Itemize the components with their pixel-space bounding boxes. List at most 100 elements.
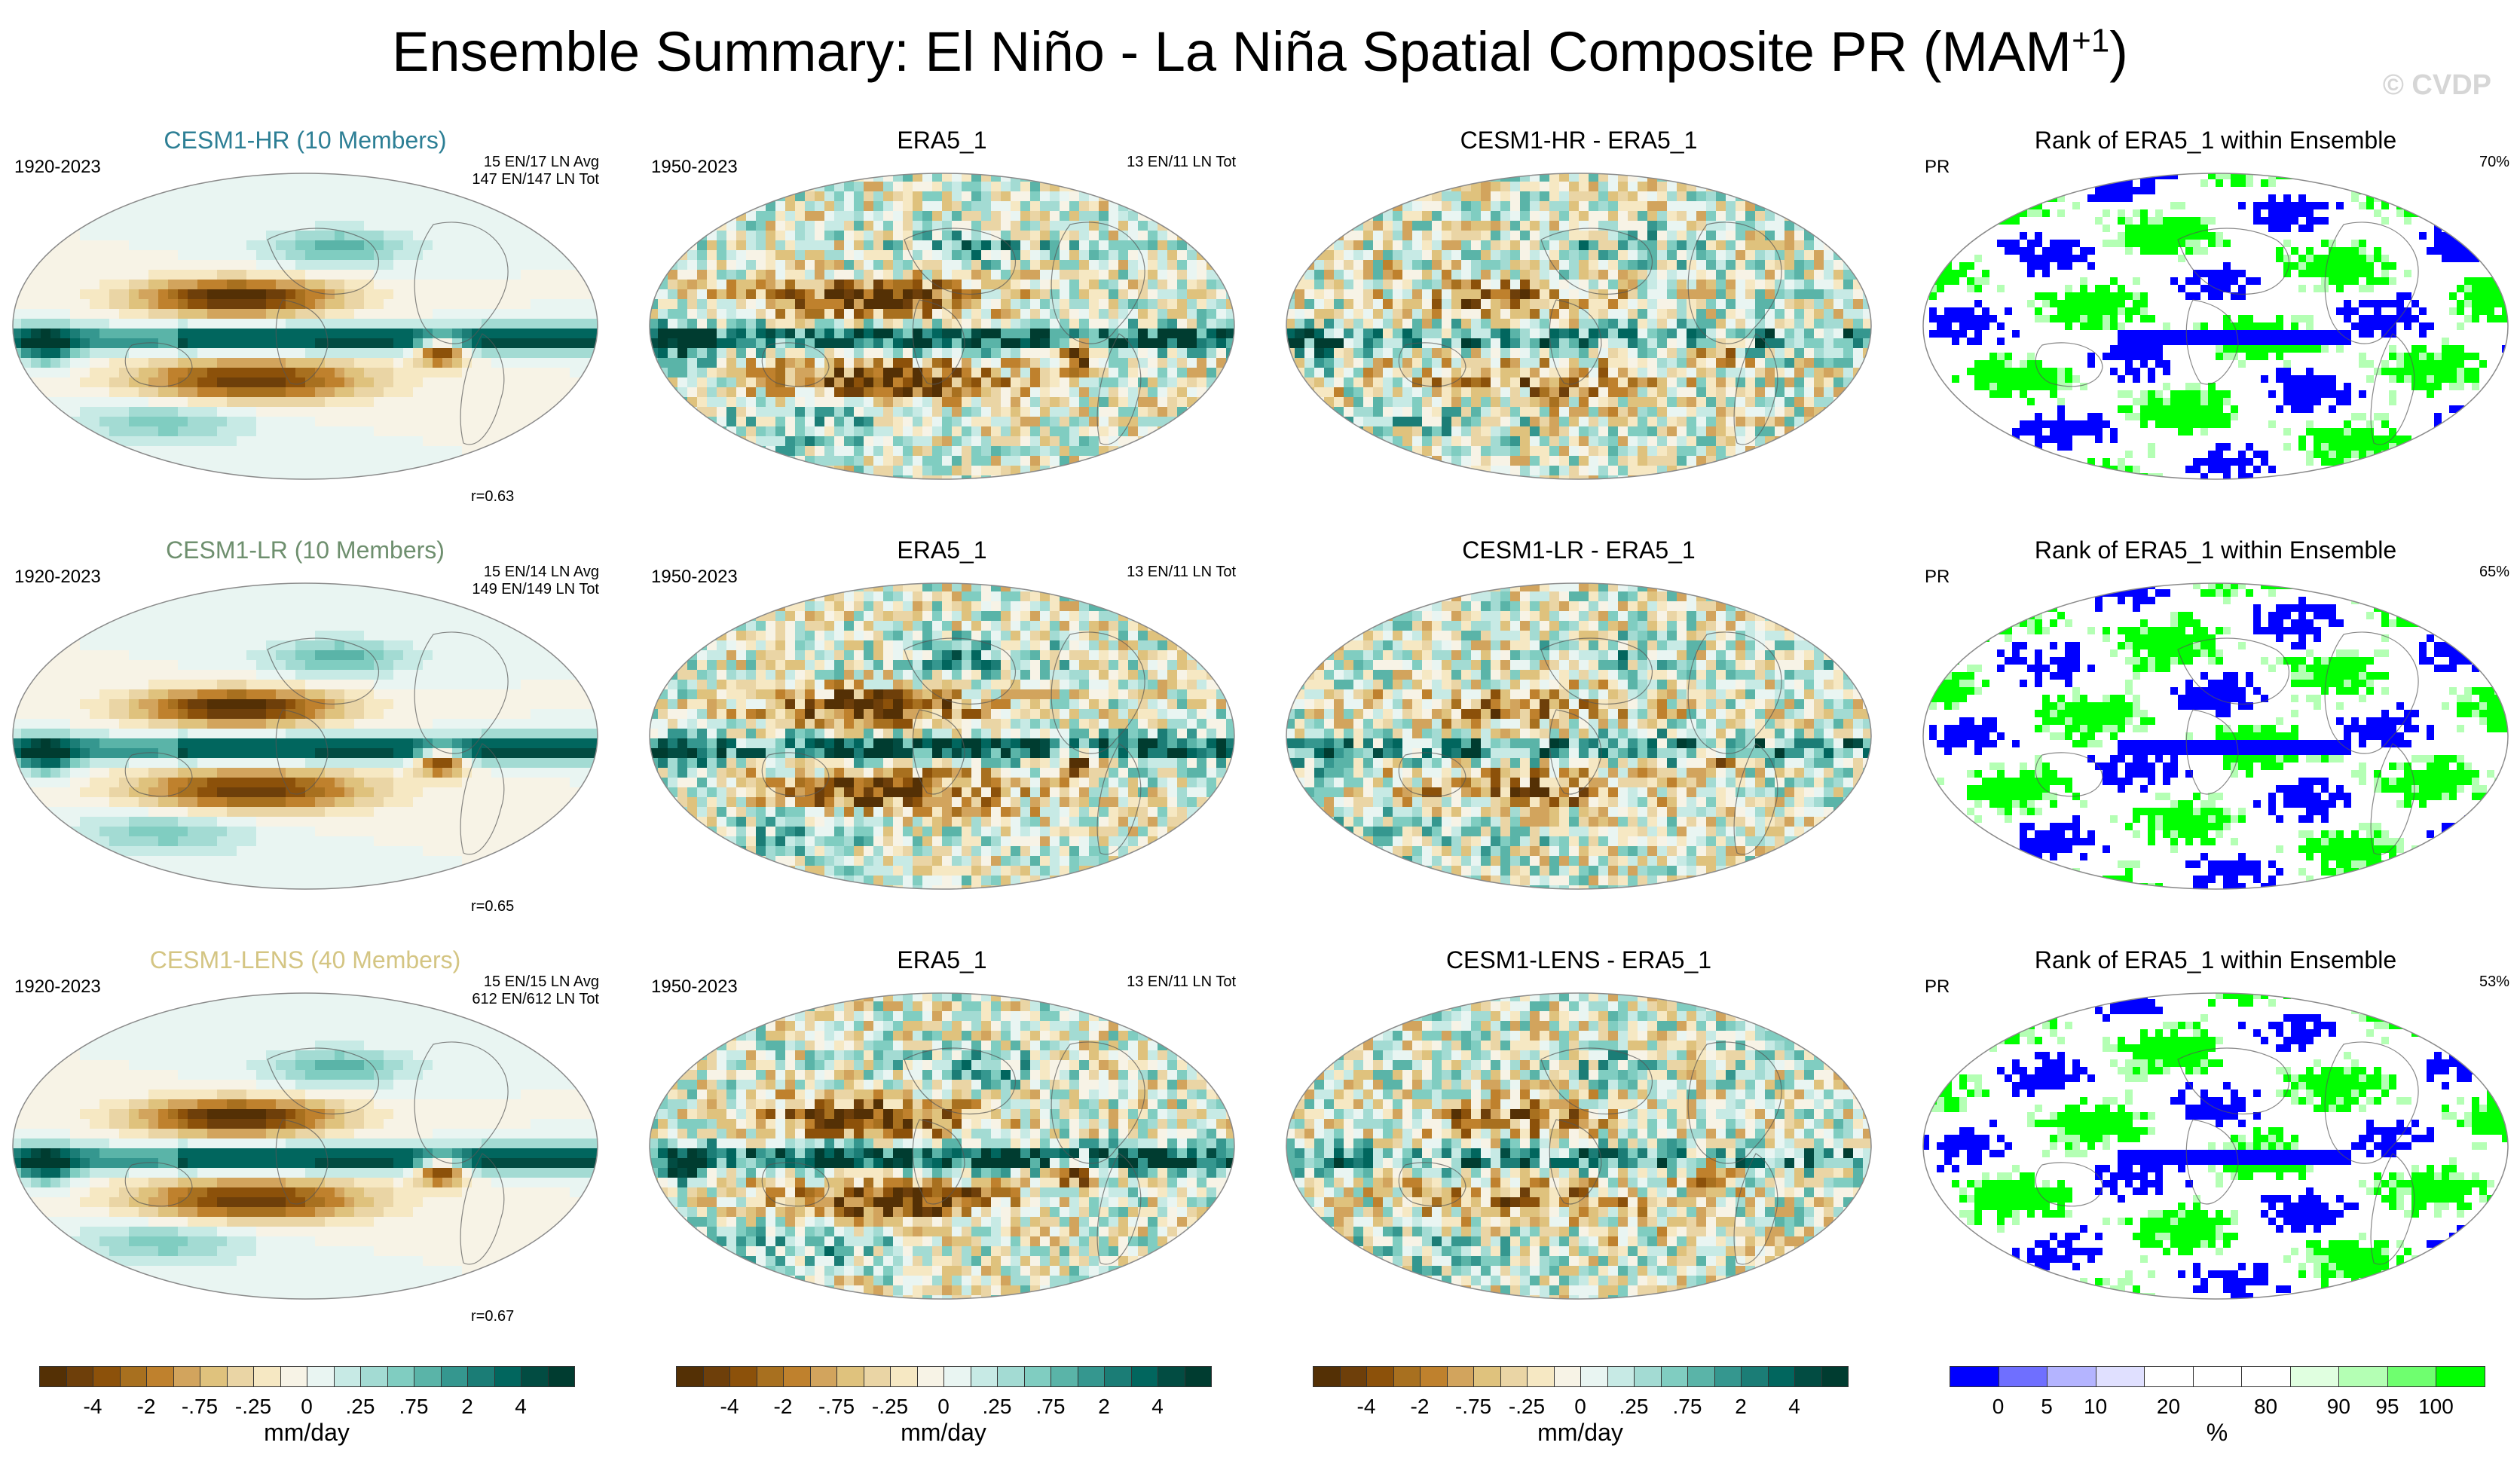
panel-model-row1: CESM1-HR (10 Members) 1920-2023 15 EN/17 L… xyxy=(4,127,607,533)
panel-title: CESM1-LR (10 Members) xyxy=(4,536,607,564)
colorbar-tick-label: 90 xyxy=(2327,1395,2350,1419)
colorbar-swatch xyxy=(970,1366,998,1387)
colorbar-swatch xyxy=(521,1366,549,1387)
colorbar-swatch xyxy=(280,1366,307,1387)
colorbar-swatch xyxy=(200,1366,228,1387)
rank-percent: 53% xyxy=(2479,973,2509,991)
diff-map-row2 xyxy=(1286,582,1872,890)
colorbar-swatch xyxy=(1339,1366,1367,1387)
colorbar-tick-label: -.25 xyxy=(1509,1395,1545,1419)
panel-title: ERA5_1 xyxy=(641,127,1243,154)
variable-label: PR xyxy=(1925,976,1950,998)
colorbar-swatch xyxy=(1184,1366,1212,1387)
colorbar-swatch xyxy=(1794,1366,1822,1387)
panel-title: CESM1-LENS (40 Members) xyxy=(4,946,607,974)
composite-info: 65% xyxy=(2479,564,2509,581)
colorbar-tick-label: -4 xyxy=(1357,1395,1376,1419)
colorbar-swatch xyxy=(863,1366,891,1387)
colorbar-swatch xyxy=(1580,1366,1608,1387)
colorbar-swatch xyxy=(66,1366,93,1387)
panel-title: ERA5_1 xyxy=(641,946,1243,974)
figure-title: Ensemble Summary: El Niño - La Niña Spat… xyxy=(0,20,2520,84)
colorbar-tick-label: -.75 xyxy=(182,1395,218,1419)
panel-obs-row2: ERA5_1 1950-2023 13 EN/11 LN Tot xyxy=(641,536,1243,943)
obs-map-row1 xyxy=(649,173,1235,480)
colorbar-unit: mm/day xyxy=(39,1419,574,1447)
colorbar-tick-label: -2 xyxy=(1411,1395,1430,1419)
colorbar-unit: mm/day xyxy=(676,1419,1211,1447)
colorbar-tick-label: .25 xyxy=(1619,1395,1649,1419)
colorbar-swatch xyxy=(1366,1366,1394,1387)
rank-map-row3 xyxy=(1922,992,2509,1300)
variable-label: PR xyxy=(1925,567,1950,588)
panel-title: Rank of ERA5_1 within Ensemble xyxy=(1914,946,2517,974)
colorbar-tick-label: 10 xyxy=(2084,1395,2107,1419)
colorbar-swatch xyxy=(783,1366,811,1387)
colorbar-swatch xyxy=(1767,1366,1795,1387)
colorbar-swatch xyxy=(1998,1366,2048,1387)
colorbar-swatch xyxy=(2338,1366,2388,1387)
model-map-row3 xyxy=(12,992,598,1300)
colorbar-swatch xyxy=(39,1366,67,1387)
colorbar-swatch xyxy=(1741,1366,1769,1387)
panel-rank-row2: Rank of ERA5_1 within Ensemble PR 65% xyxy=(1914,536,2517,943)
colorbar-swatch xyxy=(1821,1366,1849,1387)
colorbar-swatch xyxy=(2289,1366,2340,1387)
panel-rank-row1: Rank of ERA5_1 within Ensemble PR 70% xyxy=(1914,127,2517,533)
colorbar-swatch xyxy=(2144,1366,2194,1387)
pattern-correlation: r=0.63 xyxy=(471,488,514,506)
colorbar-swatch xyxy=(1420,1366,1448,1387)
panel-diff-row3: CESM1-LENS - ERA5_1 xyxy=(1277,946,1880,1353)
panel-title: CESM1-LENS - ERA5_1 xyxy=(1277,946,1880,974)
colorbar-swatch xyxy=(890,1366,918,1387)
colorbar-tick-label: 4 xyxy=(515,1395,527,1419)
colorbar-swatch xyxy=(729,1366,757,1387)
colorbar-tick-label: -2 xyxy=(137,1395,156,1419)
colorbar-swatch xyxy=(253,1366,281,1387)
panel-title: CESM1-HR (10 Members) xyxy=(4,127,607,154)
colorbar-swatch xyxy=(1130,1366,1158,1387)
colorbar-swatch xyxy=(809,1366,837,1387)
colorbar-tick-label: .25 xyxy=(983,1395,1012,1419)
variable-label: PR xyxy=(1925,157,1950,178)
colorbar-tick-label: -.75 xyxy=(818,1395,855,1419)
obs-map-row3 xyxy=(649,992,1235,1300)
colorbar-tick-label: 20 xyxy=(2157,1395,2180,1419)
colorbar-swatch xyxy=(1077,1366,1105,1387)
diff-map-row3 xyxy=(1286,992,1872,1300)
panel-obs-row1: ERA5_1 1950-2023 13 EN/11 LN Tot xyxy=(641,127,1243,533)
period-label: 1920-2023 xyxy=(14,567,101,588)
colorbar-swatch xyxy=(702,1366,730,1387)
panel-model-row3: CESM1-LENS (40 Members) 1920-2023 15 EN/15… xyxy=(4,946,607,1353)
composite-info: 13 EN/11 LN Tot xyxy=(1127,564,1236,581)
colorbar-unit: mm/day xyxy=(1313,1419,1848,1447)
colorbar-swatch xyxy=(1714,1366,1742,1387)
colorbar-swatch xyxy=(547,1366,575,1387)
info-line-1: 15 EN/17 LN Avg xyxy=(472,154,599,171)
colorbar-tick-label: -.25 xyxy=(872,1395,908,1419)
model-map-row1 xyxy=(12,173,598,480)
composite-info: 13 EN/11 LN Tot xyxy=(1127,973,1236,991)
pattern-correlation: r=0.65 xyxy=(471,898,514,915)
obs-map-row2 xyxy=(649,582,1235,890)
panel-rank-row3: Rank of ERA5_1 within Ensemble PR 53% xyxy=(1914,946,2517,1353)
period-label: 1950-2023 xyxy=(651,567,738,588)
panel-title: CESM1-HR - ERA5_1 xyxy=(1277,127,1880,154)
colorbar-tick-label: -.25 xyxy=(235,1395,271,1419)
colorbar-swatch xyxy=(1607,1366,1635,1387)
colorbar-tick-label: -.75 xyxy=(1455,1395,1491,1419)
colorbar-tick-label: -2 xyxy=(774,1395,793,1419)
model-map-row2 xyxy=(12,582,598,890)
colorbar-swatch xyxy=(2095,1366,2145,1387)
colorbar-tick-label: .75 xyxy=(399,1395,429,1419)
colorbar-swatch xyxy=(146,1366,174,1387)
colorbar-swatch xyxy=(1660,1366,1688,1387)
colorbar-swatch xyxy=(1527,1366,1555,1387)
info-line-1: 13 EN/11 LN Tot xyxy=(1127,973,1236,991)
diff-map-row1 xyxy=(1286,173,1872,480)
colorbar-swatch xyxy=(1500,1366,1528,1387)
rank-percent: 65% xyxy=(2479,564,2509,581)
panel-title: Rank of ERA5_1 within Ensemble xyxy=(1914,536,2517,564)
panel-diff-row2: CESM1-LR - ERA5_1 xyxy=(1277,536,1880,943)
colorbar-swatch xyxy=(467,1366,495,1387)
